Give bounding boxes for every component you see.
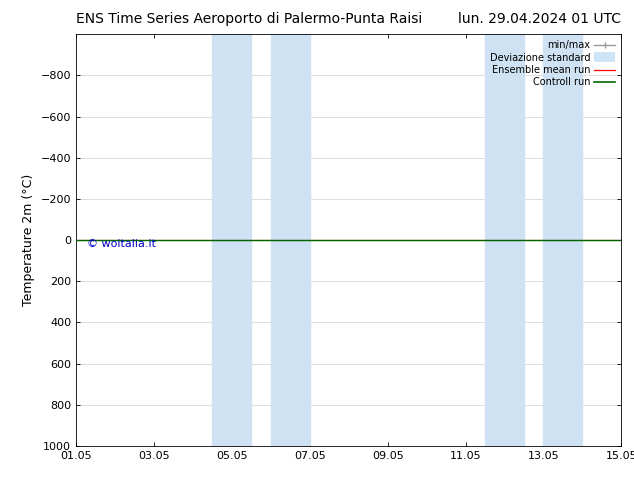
Bar [543, 34, 583, 446]
Text: © woitalia.it: © woitalia.it [87, 239, 156, 249]
Bar [485, 34, 524, 446]
Text: lun. 29.04.2024 01 UTC: lun. 29.04.2024 01 UTC [458, 12, 621, 26]
Y-axis label: Temperature 2m (°C): Temperature 2m (°C) [22, 174, 35, 306]
Text: ENS Time Series Aeroporto di Palermo-Punta Raisi: ENS Time Series Aeroporto di Palermo-Pun… [76, 12, 422, 26]
Legend: min/max, Deviazione standard, Ensemble mean run, Controll run: min/max, Deviazione standard, Ensemble m… [486, 36, 619, 91]
Bar [271, 34, 310, 446]
Bar [212, 34, 251, 446]
